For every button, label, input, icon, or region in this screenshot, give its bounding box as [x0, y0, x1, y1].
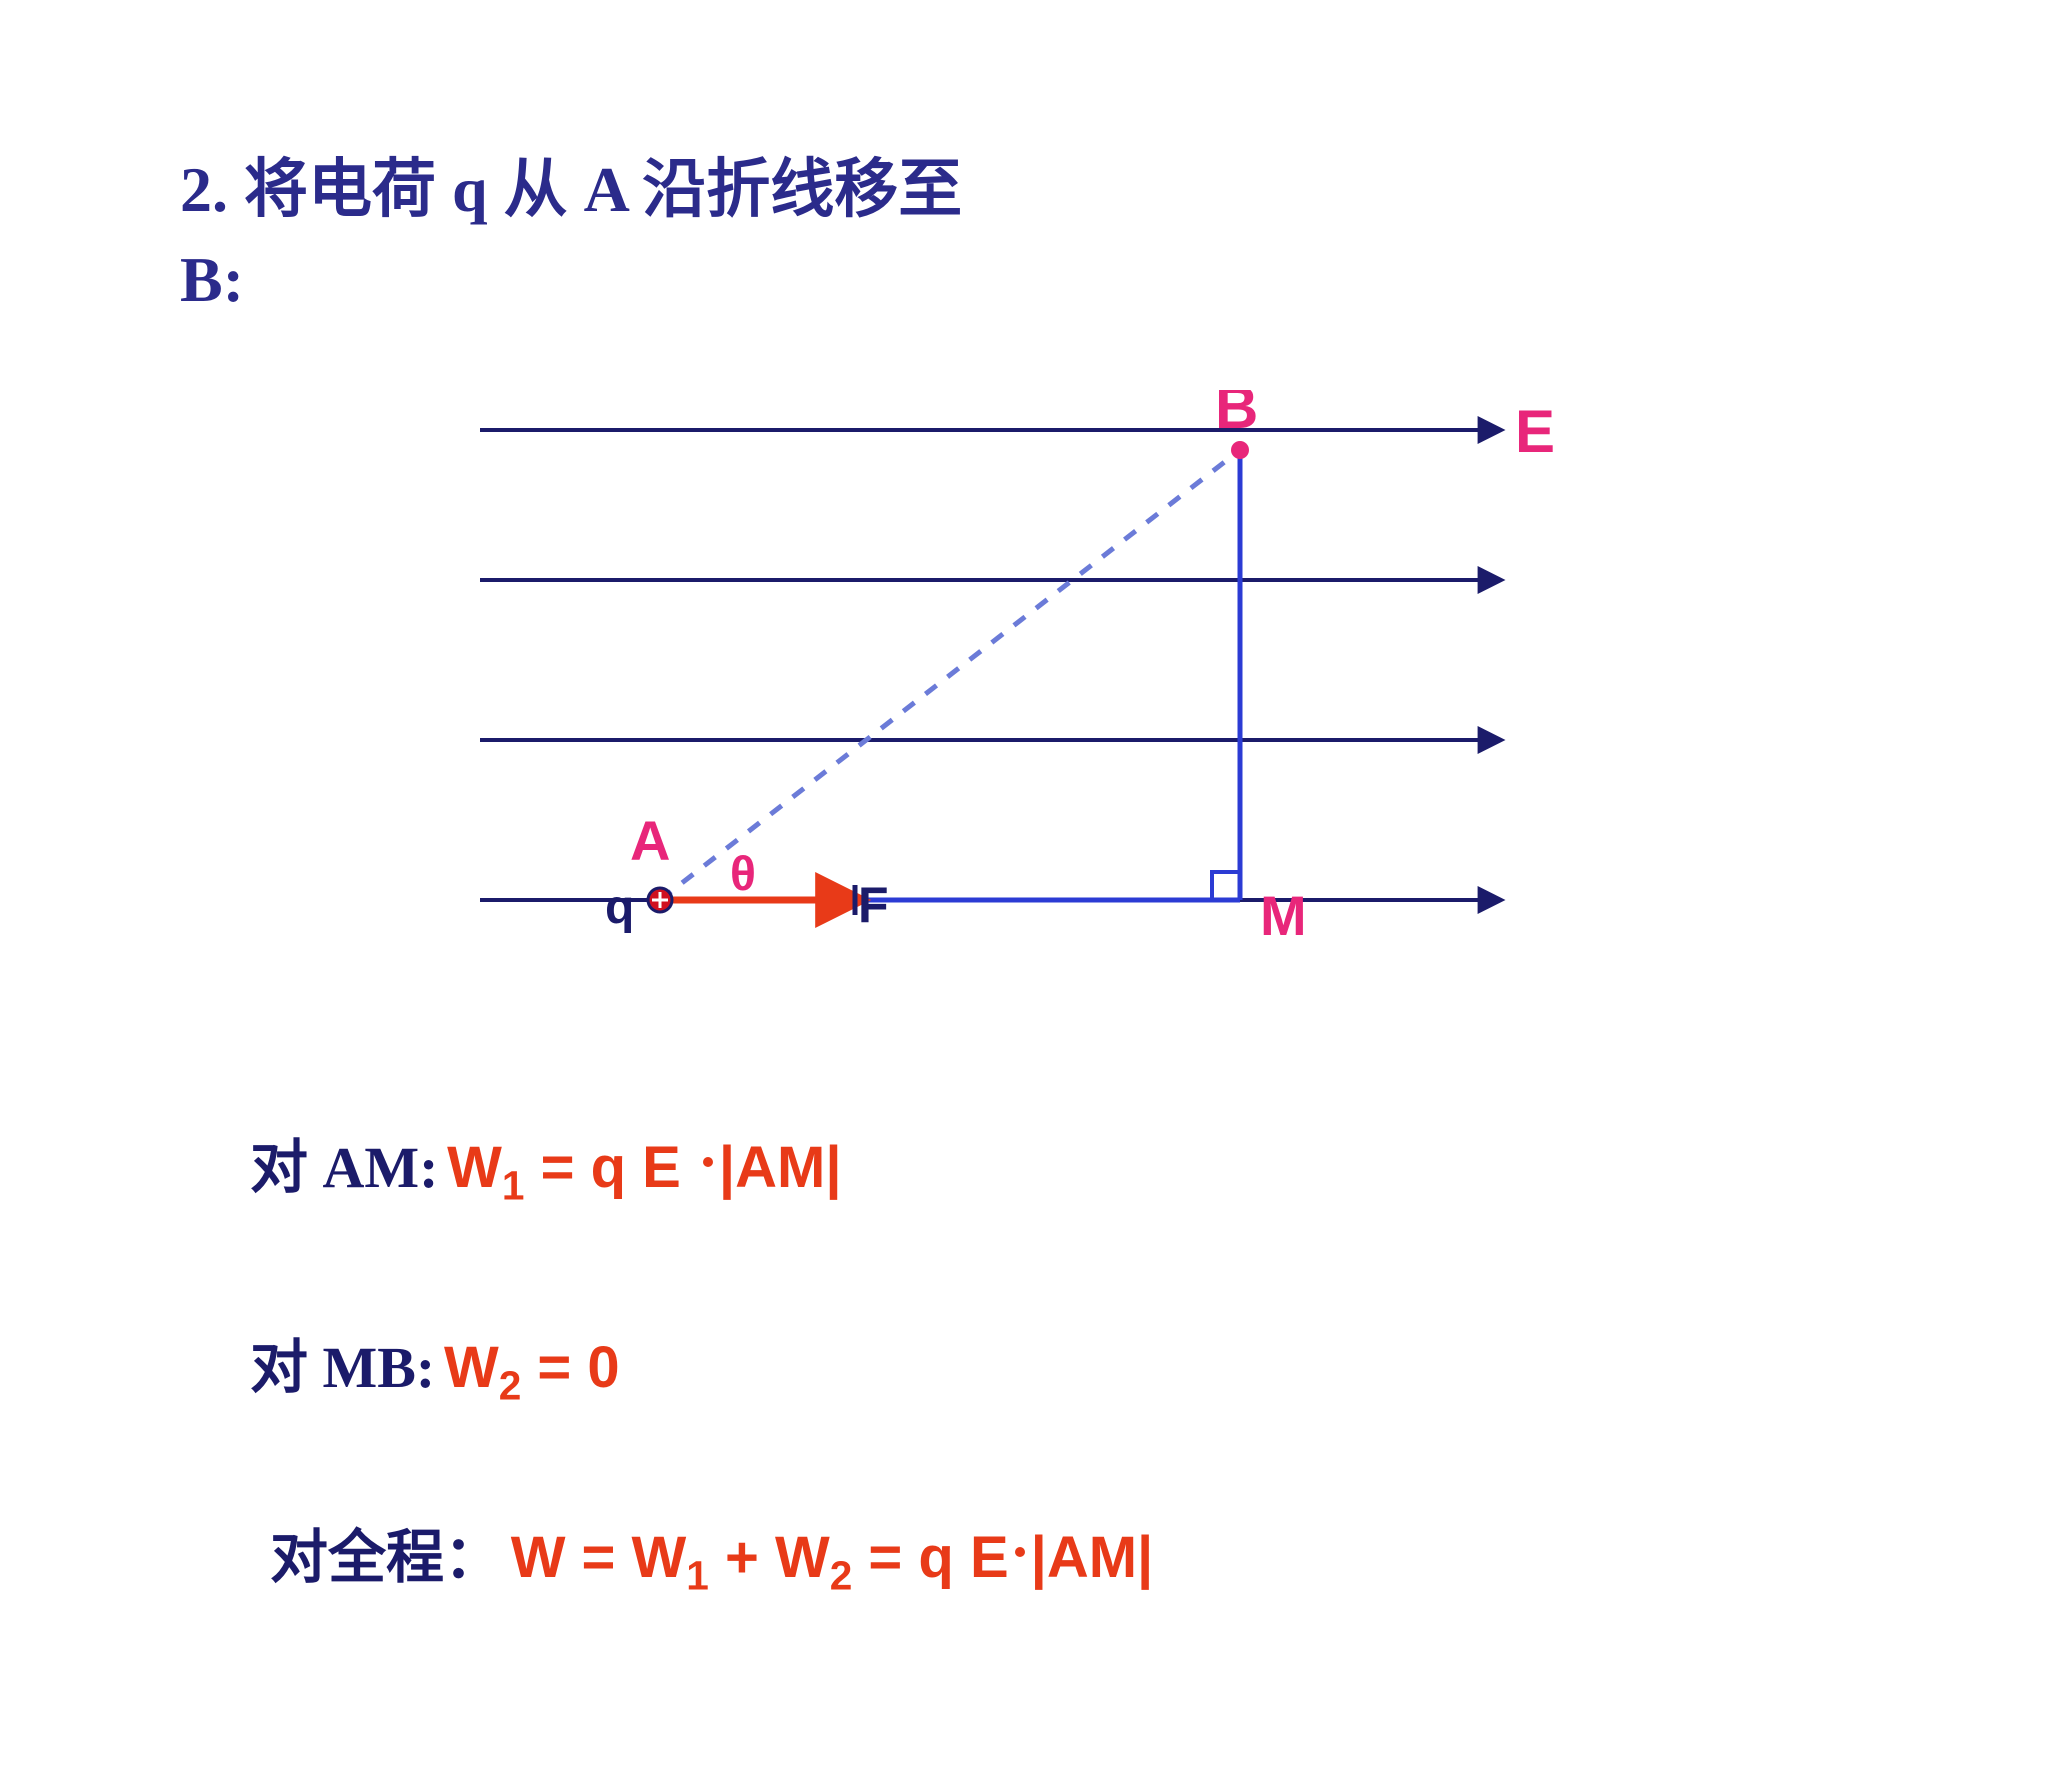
- label-theta: θ: [730, 848, 756, 901]
- equation-mb: 对 MB: W2 = 0: [250, 1320, 620, 1410]
- field-diagram: A B M E q F θ: [460, 390, 1560, 950]
- label-m: M: [1260, 884, 1307, 947]
- label-e: E: [1515, 398, 1555, 465]
- eq-mb-formula: W2 = 0: [444, 1334, 620, 1410]
- point-b-dot: [1231, 441, 1249, 459]
- label-f: F: [858, 877, 889, 933]
- right-angle-mark: [1212, 872, 1240, 900]
- equation-total: 对全程： W = W1 + W2 = q E|AM|: [270, 1510, 1153, 1600]
- diagram-svg: A B M E q F θ: [460, 390, 1560, 950]
- equation-am: 对 AM: W1 = q E |AM|: [250, 1120, 842, 1210]
- eq-total-label: 对全程：: [270, 1510, 502, 1594]
- eq-am-label: 对 AM:: [250, 1120, 438, 1204]
- dot-icon: [703, 1157, 713, 1167]
- label-q: q: [605, 881, 634, 934]
- title-line-2: B:: [180, 244, 244, 315]
- title-line-1: 2. 将电荷 q 从 A 沿折线移至: [180, 154, 962, 225]
- eq-total-formula: W = W1 + W2 = q E|AM|: [511, 1524, 1154, 1600]
- eq-mb-label: 对 MB:: [250, 1320, 435, 1404]
- label-a: A: [630, 809, 670, 872]
- dot-icon: [1015, 1547, 1025, 1557]
- path-ab-dashed: [660, 450, 1240, 900]
- eq-am-formula: W1 = q E |AM|: [447, 1134, 841, 1210]
- label-b: B: [1215, 390, 1258, 441]
- problem-title: 2. 将电荷 q 从 A 沿折线移至 B:: [180, 145, 962, 324]
